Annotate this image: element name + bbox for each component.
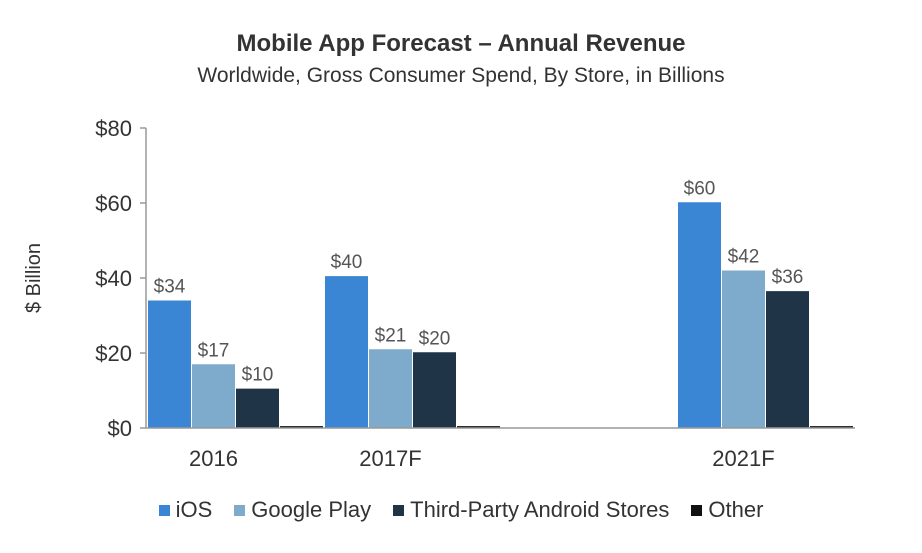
bar-other (280, 426, 323, 428)
data-label: $34 (154, 277, 186, 298)
bar-google-play (722, 270, 765, 428)
bar-other (810, 426, 853, 428)
legend-item: Google Play (234, 497, 371, 523)
legend-item: Third-Party Android Stores (393, 497, 669, 523)
y-tick-label: $80 (95, 116, 132, 141)
chart-subtitle: Worldwide, Gross Consumer Spend, By Stor… (197, 64, 725, 87)
data-label: $17 (198, 340, 230, 361)
bar-third-party-android-stores (413, 352, 456, 428)
bar-other (457, 426, 500, 428)
y-tick-label: $20 (95, 341, 132, 366)
bar-google-play (369, 349, 412, 428)
legend-swatch (691, 504, 703, 516)
chart-title: Mobile App Forecast – Annual Revenue (236, 30, 686, 57)
legend-swatch (158, 504, 170, 516)
bar-third-party-android-stores (236, 388, 279, 428)
legend-label: iOS (175, 497, 213, 522)
y-tick-label: $0 (108, 416, 132, 441)
data-label: $21 (375, 325, 407, 346)
x-tick-label: 2017F (359, 446, 421, 471)
legend-item: Other (691, 497, 763, 523)
data-label: $40 (331, 252, 363, 273)
y-tick-label: $60 (95, 191, 132, 216)
data-label: $20 (419, 328, 451, 349)
legend-swatch (393, 504, 405, 516)
legend-label: Third-Party Android Stores (410, 497, 670, 522)
legend-label: Other (708, 497, 764, 522)
x-tick-label: 2021F (712, 446, 774, 471)
legend-swatch (234, 504, 246, 516)
bar-ios (325, 276, 368, 428)
x-tick-label: 2016 (189, 446, 238, 471)
data-label: $60 (684, 178, 716, 199)
chart-legend: iOS Google Play Third-Party Android Stores… (0, 497, 922, 523)
bar-google-play (192, 364, 235, 428)
data-label: $42 (728, 247, 760, 268)
data-label: $36 (772, 267, 804, 288)
bar-ios (148, 300, 191, 428)
bar-ios (678, 202, 721, 428)
data-label: $10 (242, 365, 274, 386)
y-tick-label: $40 (95, 266, 132, 291)
legend-label: Google Play (251, 497, 372, 522)
legend-item: iOS (158, 497, 213, 523)
bar-third-party-android-stores (766, 291, 809, 428)
y-axis-label: $ Billion (23, 243, 45, 313)
